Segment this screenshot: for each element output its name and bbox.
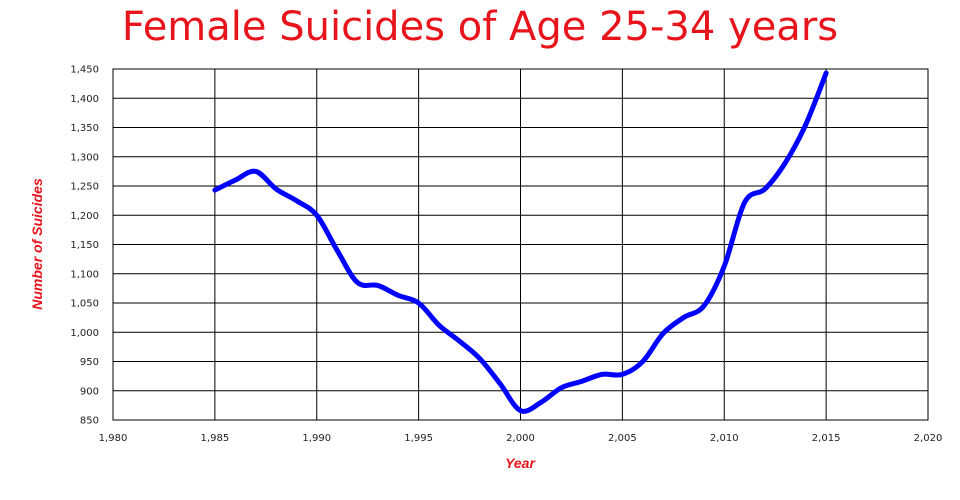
y-tick-label: 1,300 (70, 152, 99, 163)
x-tick-label: 2,015 (812, 433, 841, 444)
y-tick-label: 1,350 (70, 123, 99, 134)
x-tick-label: 1,985 (201, 433, 230, 444)
series-layer (212, 70, 829, 414)
x-tick-label: 2,020 (914, 433, 943, 444)
y-tick-labels: 850 900 950 1,000 1,050 1,100 1,150 1,200 1,250 1… (70, 65, 99, 427)
y-tick-label: 900 (80, 386, 99, 397)
x-tick-label: 1,980 (99, 433, 128, 444)
y-tick-label: 1,050 (70, 299, 99, 310)
x-tick-label: 2,000 (506, 433, 535, 444)
series-line (212, 70, 829, 414)
y-tick-label: 1,250 (70, 182, 99, 193)
x-axis-label: Year (505, 455, 535, 471)
x-tick-labels: 1,980 1,985 1,990 1,995 2,000 2,005 2,010 2,015… (99, 433, 943, 444)
y-tick-label: 1,000 (70, 328, 99, 339)
y-tick-label: 1,150 (70, 240, 99, 251)
x-tick-label: 2,005 (608, 433, 637, 444)
x-tick-label: 1,990 (302, 433, 331, 444)
y-tick-label: 1,100 (70, 269, 99, 280)
y-tick-label: 1,200 (70, 211, 99, 222)
y-tick-label: 1,400 (70, 94, 99, 105)
y-tick-label: 1,450 (70, 65, 99, 76)
chart-title: Female Suicides of Age 25-34 years (121, 4, 839, 50)
y-tick-label: 950 (80, 357, 99, 368)
x-tick-label: 2,010 (710, 433, 739, 444)
x-tick-label: 1,995 (404, 433, 433, 444)
y-tick-label: 850 (80, 416, 99, 427)
plot-frame (112, 68, 929, 421)
